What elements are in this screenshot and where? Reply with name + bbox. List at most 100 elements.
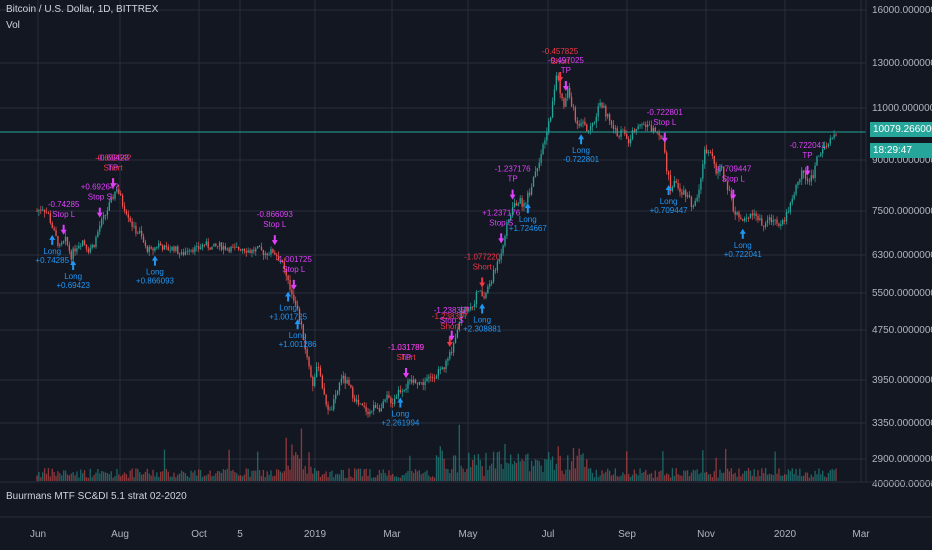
candle-body: [257, 246, 259, 249]
volume-bar: [333, 477, 335, 481]
candle-body: [770, 217, 772, 222]
long-arrow-icon: [49, 234, 56, 245]
candle-body: [192, 249, 194, 252]
candle-body: [186, 251, 188, 253]
candle-body: [787, 211, 790, 213]
candle-body: [306, 349, 308, 358]
candle-body: [584, 121, 586, 125]
volume-bar: [40, 477, 42, 481]
volume-bar: [652, 477, 655, 481]
candle-body: [688, 195, 691, 197]
candle-body: [331, 409, 333, 411]
signal-label: Long: [660, 197, 678, 206]
volume-bar: [671, 468, 674, 481]
volume-bar: [156, 472, 158, 481]
candle-body: [510, 215, 512, 220]
candle-body: [175, 246, 177, 251]
volume-bar: [382, 469, 384, 481]
volume-bar: [643, 472, 645, 481]
candle-body: [87, 248, 90, 253]
volume-bar: [506, 462, 508, 481]
volume-bar: [780, 475, 782, 481]
volume-bar: [161, 471, 164, 481]
candle-body: [380, 408, 382, 412]
candle-body: [498, 259, 500, 262]
signal-label: TP: [802, 151, 812, 160]
volume-bar: [715, 457, 717, 481]
volume-bar: [614, 468, 616, 481]
candle-body: [506, 222, 508, 237]
volume-bar: [658, 471, 660, 481]
candle-body: [296, 305, 299, 309]
candle-body: [397, 389, 400, 397]
candle-body: [791, 198, 793, 203]
volume-bar: [253, 470, 255, 481]
volume-bar: [605, 471, 607, 481]
candle-body: [683, 190, 685, 195]
volume-bar: [721, 472, 723, 481]
volume-bar: [679, 475, 681, 481]
candle-body: [224, 246, 227, 250]
volume-bar: [608, 470, 611, 481]
volume-bar: [300, 428, 303, 481]
volume-bar: [629, 477, 632, 481]
volume-bar: [243, 474, 246, 481]
candle-body: [325, 394, 327, 405]
candle-body: [783, 220, 786, 222]
signal-value: -1.031789: [388, 343, 425, 352]
candle-body: [101, 218, 103, 226]
volume-bar: [237, 475, 240, 481]
candle-body: [367, 411, 369, 415]
volume-bar: [641, 473, 643, 481]
signal-value: -0.69264?: [95, 153, 132, 162]
candle-body: [637, 126, 639, 129]
candle-body: [797, 182, 799, 185]
volume-bar: [258, 470, 261, 481]
candlestick-series: [36, 71, 837, 418]
volume-bar: [466, 468, 468, 481]
candle-body: [597, 106, 599, 117]
strategy-label[interactable]: Buurmans MTF SC&DI 5.1 strat 02-2020: [6, 491, 187, 502]
signal-label: Long: [289, 331, 307, 340]
candle-body: [675, 181, 677, 183]
signal-label: Short: [440, 322, 460, 331]
volume-bar: [525, 454, 527, 481]
volume-bar: [445, 468, 447, 481]
candle-body: [173, 246, 175, 251]
candle-body: [833, 134, 835, 138]
candle-body: [89, 248, 91, 253]
price-axis[interactable]: 16000.00000000 13000.00000000 11000.000000…: [872, 5, 932, 490]
candle-body: [530, 186, 533, 195]
symbol-title[interactable]: Bitcoin / U.S. Dollar, 1D, BITTREX: [6, 4, 159, 15]
volume-bar: [464, 471, 466, 481]
time-axis[interactable]: Jun Aug Oct 5 2019 Mar May Jul Sep Nov 2020 Mar: [30, 529, 870, 540]
candle-body: [591, 123, 594, 127]
volume-label[interactable]: Vol: [6, 20, 20, 31]
candle-body: [158, 243, 160, 248]
candle-body: [785, 211, 788, 222]
candle-body: [475, 291, 478, 305]
volume-bar: [705, 471, 708, 481]
signal-label: Long: [146, 268, 164, 277]
candle-body: [327, 404, 329, 410]
signal-label: Long: [519, 215, 537, 224]
price-tick-label: 13000.00000000: [872, 58, 932, 69]
volume-bar: [707, 474, 710, 481]
candle-body: [184, 251, 187, 255]
volume-bar: [738, 468, 740, 481]
candle-body: [47, 212, 50, 214]
volume-bar: [763, 473, 765, 481]
candle-body: [618, 136, 620, 138]
time-tick-label: Jul: [542, 529, 555, 540]
volume-bar: [173, 472, 175, 481]
candle-body: [131, 221, 133, 227]
candle-body: [462, 310, 464, 314]
candle-body: [445, 360, 447, 370]
candle-body: [466, 306, 468, 312]
volume-bar: [631, 474, 634, 481]
volume-bar: [536, 460, 538, 481]
candle-body: [369, 411, 371, 415]
candle-body: [555, 75, 558, 90]
candle-body: [666, 152, 668, 172]
